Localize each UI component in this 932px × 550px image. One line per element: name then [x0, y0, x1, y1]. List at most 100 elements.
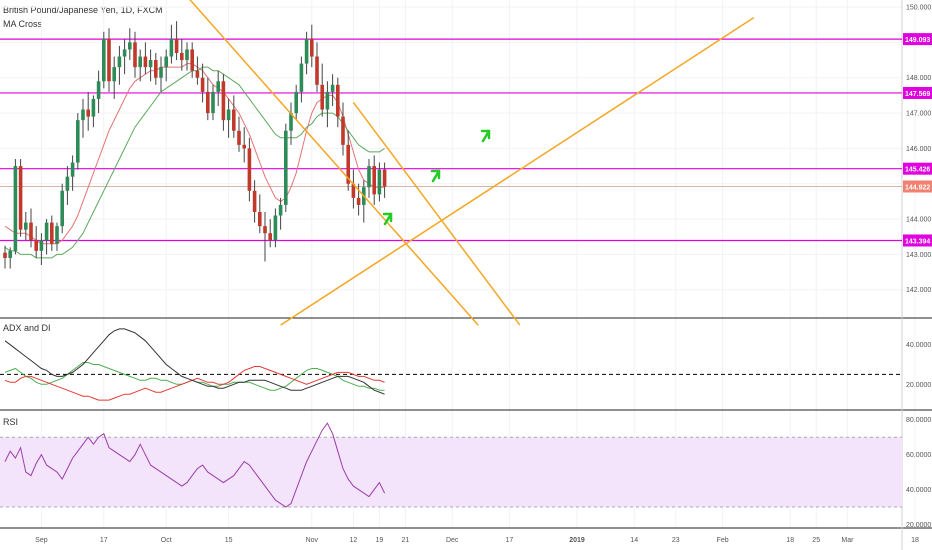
- candle-body-31: [164, 56, 168, 68]
- time-tick-8: Dec: [446, 537, 459, 544]
- candle-body-4: [24, 222, 28, 230]
- candle-body-7: [39, 240, 44, 251]
- price-tick-5: 147.000: [906, 111, 931, 118]
- rsi-title: RSI: [3, 417, 19, 427]
- time-tick-11: 14: [630, 537, 638, 544]
- level-tag-2: [903, 162, 932, 175]
- candle-body-60: [315, 56, 319, 85]
- chart-title: British Pound/Japanese Yen, 1D, FXCM: [3, 5, 163, 15]
- candle-body-5: [29, 222, 33, 241]
- candle-body-16: [86, 109, 90, 117]
- candle-body-49: [258, 212, 262, 227]
- candle-body-25: [133, 42, 137, 68]
- candle-body-30: [159, 67, 163, 78]
- time-tick-15: 25: [812, 537, 820, 544]
- annotation-arrow-2: [480, 129, 491, 143]
- candle-body-34: [180, 53, 184, 61]
- annotation-arrow-0: [382, 212, 393, 226]
- candle-body-15: [81, 109, 85, 121]
- price-tick-4: 146.000: [906, 146, 931, 153]
- candle-body-59: [310, 38, 314, 57]
- level-tag-1: [903, 86, 932, 99]
- candle-body-61: [320, 84, 324, 110]
- candle-body-39: [206, 91, 210, 114]
- candle-body-73: [382, 169, 387, 187]
- candle-body-53: [278, 204, 283, 216]
- adx-tick-0: 20.0000: [906, 382, 931, 389]
- candle-body-48: [252, 190, 257, 212]
- price-tick-1: 143.000: [906, 252, 931, 259]
- candle-body-6: [34, 240, 38, 251]
- candle-body-22: [117, 56, 122, 68]
- time-tick-6: 19: [376, 537, 384, 544]
- candle-body-54: [284, 130, 288, 205]
- candle-body-58: [304, 38, 309, 64]
- time-tick-7: 21: [402, 537, 410, 544]
- price-tick-8: 150.000: [906, 5, 931, 12]
- trendline-2: [280, 17, 755, 326]
- candle-body-24: [128, 42, 132, 50]
- candle-body-1: [8, 250, 12, 258]
- last-price-tag: [903, 180, 932, 193]
- candle-body-2: [13, 166, 18, 251]
- candle-body-66: [346, 144, 350, 184]
- candle-body-57: [299, 63, 304, 92]
- candle-body-21: [112, 67, 116, 82]
- candle-body-40: [211, 91, 215, 114]
- candle-body-23: [122, 49, 127, 57]
- adx-title: ADX and DI: [3, 323, 51, 333]
- level-tag-0: [903, 33, 932, 46]
- time-tick-14: 18: [786, 537, 794, 544]
- time-tick-1: 17: [100, 537, 108, 544]
- rsi-line: [4, 422, 386, 508]
- time-tick-3: 15: [225, 537, 233, 544]
- candle-body-0: [3, 252, 7, 258]
- rsi-tick-3: 80.0000: [906, 417, 931, 424]
- candle-body-17: [91, 98, 96, 117]
- price-tick-2: 144.000: [906, 217, 931, 224]
- time-tick-17: 18: [911, 537, 919, 544]
- candle-body-11: [60, 190, 64, 227]
- adx-line: [4, 328, 385, 395]
- rsi-tick-2: 60.0000: [906, 452, 931, 459]
- candle-body-36: [190, 49, 194, 71]
- candle-body-32: [169, 38, 174, 57]
- annotation-arrow-1: [430, 169, 441, 183]
- candle-body-45: [237, 130, 241, 145]
- rsi-band: [0, 437, 902, 508]
- candle-body-63: [330, 84, 335, 92]
- candle-body-44: [232, 109, 236, 131]
- level-tag-3: [903, 234, 932, 247]
- time-tick-5: 12: [350, 537, 358, 544]
- candle-body-64: [336, 84, 340, 117]
- candle-body-12: [65, 176, 70, 191]
- candle-body-9: [50, 222, 54, 244]
- candle-body-68: [356, 197, 361, 205]
- candle-body-51: [268, 233, 272, 241]
- candle-body-38: [200, 77, 205, 92]
- time-tick-2: Oct: [161, 537, 172, 544]
- candle-body-14: [76, 120, 80, 163]
- candle-body-28: [148, 60, 153, 68]
- candle-body-56: [294, 91, 298, 114]
- candle-body-41: [216, 81, 220, 92]
- candle-body-70: [367, 166, 371, 188]
- level-tag-label-1: 147.569: [905, 91, 930, 98]
- candle-body-72: [377, 169, 382, 195]
- rsi-tick-0: 20.0000: [906, 522, 931, 529]
- candle-body-52: [273, 215, 278, 241]
- candle-body-26: [138, 56, 142, 68]
- candle-body-29: [154, 60, 158, 78]
- candle-body-47: [247, 148, 252, 191]
- candle-body-3: [18, 166, 23, 230]
- candle-body-55: [289, 113, 293, 131]
- candle-body-27: [143, 56, 148, 68]
- level-tag-label-2: 145.426: [905, 167, 930, 174]
- di-minus-line: [4, 366, 385, 401]
- candle-body-46: [242, 144, 246, 149]
- slow-ma-line: [4, 66, 385, 259]
- time-tick-9: 17: [506, 537, 514, 544]
- candle-body-20: [107, 38, 111, 82]
